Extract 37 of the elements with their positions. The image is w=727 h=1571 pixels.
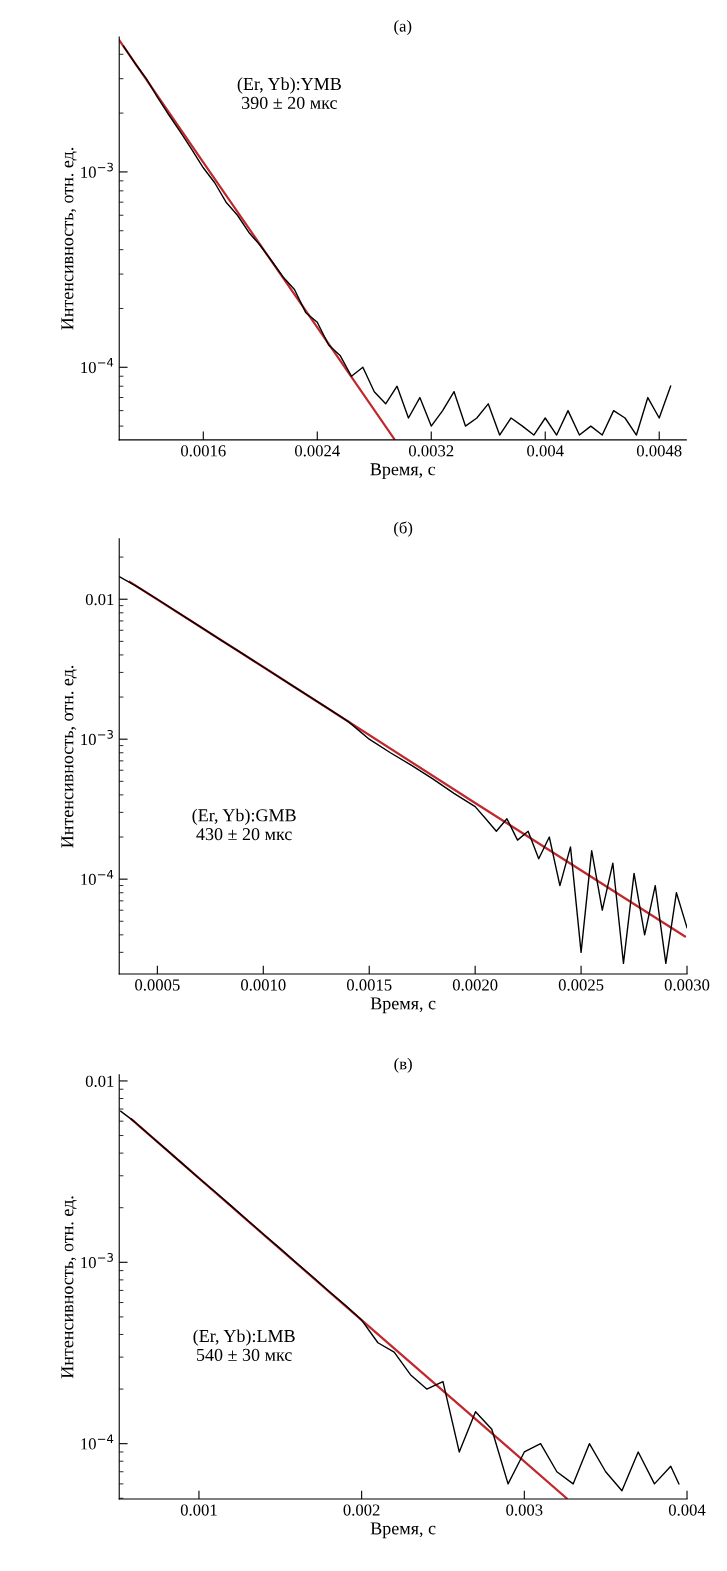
x-tick-label: 0.001 (180, 1504, 217, 1516)
annotation: (Er, Yb):YMB 390 ± 20 мкс (237, 77, 341, 109)
y-tick-label: 10$^{−4}$ (81, 1434, 114, 1450)
x-tick-label: 0.0015 (346, 979, 392, 991)
y-tick-label: 10$^{−3}$ (81, 1253, 113, 1269)
x-tick-label: 0.0016 (181, 445, 226, 457)
x-axis-title: Время, с (370, 997, 436, 1014)
chart-title: (б) (394, 521, 413, 537)
x-tick-label: 0.004 (668, 1504, 706, 1516)
y-tick-label: 10$^{−4}$ (81, 358, 114, 374)
y-tick-label: 10$^{−3}$ (81, 162, 113, 178)
x-tick-label: 0.003 (506, 1504, 543, 1516)
x-tick-label: 0.0030 (664, 979, 710, 991)
x-axis-title: Время, с (370, 463, 436, 480)
chart-title: (в) (394, 1057, 412, 1073)
x-tick-label: 0.002 (343, 1504, 380, 1516)
x-tick-label: 0.0025 (558, 979, 604, 991)
x-tick-label: 0.004 (527, 445, 564, 457)
x-tick-label: 0.0020 (452, 979, 498, 991)
y-axis-title: Интенсивность, отн. ед. (61, 665, 77, 848)
chart-title: (a) (394, 19, 412, 36)
x-tick-label: 0.0048 (636, 445, 682, 457)
x-axis-title: Время, с (370, 1522, 436, 1539)
annotation: (Er, Yb):LMB 540 ± 30 мкс (193, 1329, 295, 1361)
x-tick-label: 0.0005 (135, 979, 180, 991)
y-tick-label: 10$^{−4}$ (81, 869, 114, 886)
y-tick-label: 0.01 (85, 1075, 114, 1087)
y-tick-label: 0.01 (85, 593, 114, 606)
annotation: (Er, Yb):GMB 430 ± 20 мкс (192, 808, 296, 841)
line-series (122, 45, 672, 436)
line-series (130, 1118, 568, 1500)
y-axis-title: Интенсивность, отн. ед. (61, 147, 77, 330)
x-tick-label: 0.0024 (294, 445, 340, 457)
y-axis-title: Интенсивность, отн. ед. (61, 1196, 77, 1379)
y-tick-label: 10$^{−3}$ (81, 729, 113, 746)
x-tick-label: 0.0032 (408, 445, 454, 457)
x-tick-label: 0.0010 (241, 979, 286, 991)
